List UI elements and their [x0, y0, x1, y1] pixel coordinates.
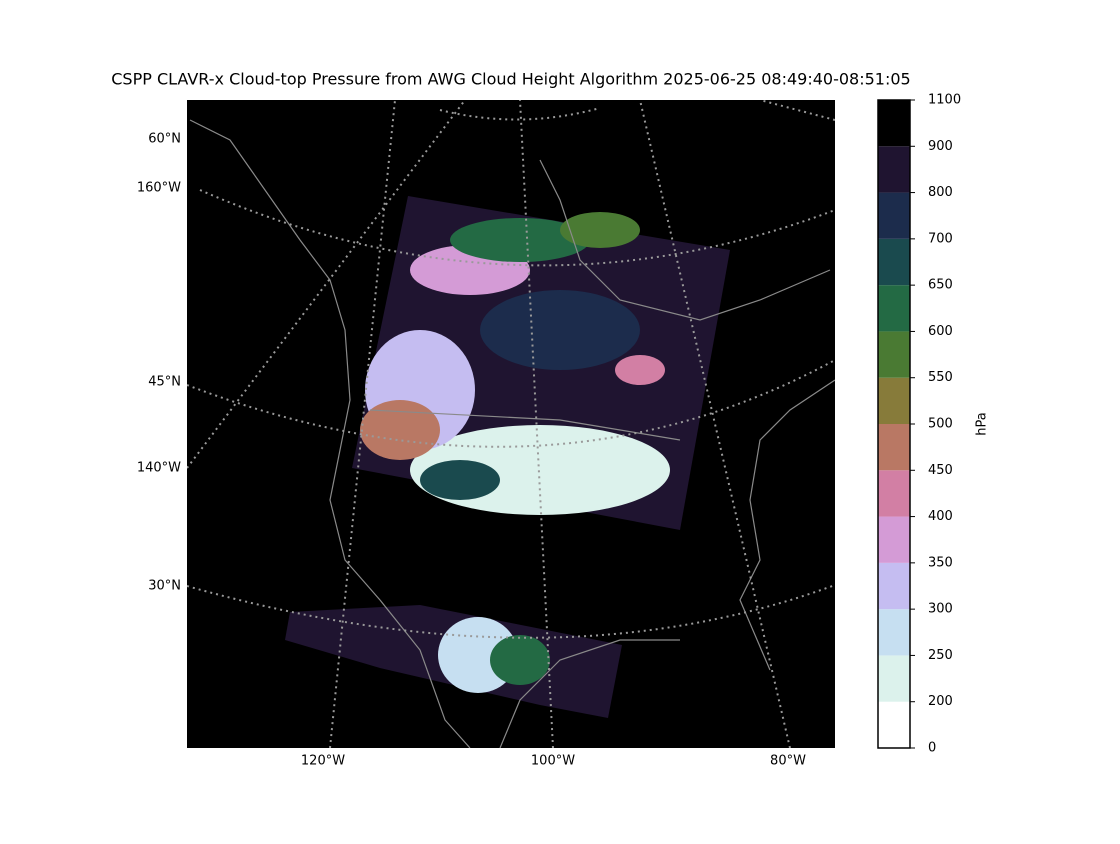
colorbar-tick-label: 500	[928, 417, 953, 432]
graticule	[759, 100, 835, 121]
lon-label: 100°W	[531, 754, 575, 769]
map-title: CSPP CLAVR-x Cloud-top Pressure from AWG…	[111, 70, 910, 89]
colorbar-segment	[878, 516, 910, 563]
lat-lon-label: 140°W	[137, 461, 181, 476]
colorbar-tick-label: 1100	[928, 93, 961, 108]
lat-lon-label: 30°N	[148, 579, 181, 594]
colorbar-tick-label: 800	[928, 185, 953, 200]
colorbar-tick-label: 700	[928, 231, 953, 246]
lat-lon-label: 60°N	[148, 132, 181, 147]
colorbar-segment	[878, 470, 910, 517]
colorbar-segment	[878, 146, 910, 193]
colorbar-tick-label: 350	[928, 555, 953, 570]
colorbar-tick-label: 0	[928, 741, 936, 756]
lon-label: 120°W	[301, 754, 345, 769]
colorbar-tick-label: 550	[928, 370, 953, 385]
colorbar-segment	[878, 377, 910, 424]
colorbar-segment	[878, 285, 910, 332]
colorbar-tick-label: 900	[928, 139, 953, 154]
colorbar-tick-label: 650	[928, 278, 953, 293]
colorbar-tick-label: 250	[928, 648, 953, 663]
lat-lon-label: 45°N	[148, 375, 181, 390]
border	[369, 409, 681, 441]
graticule	[329, 100, 396, 748]
graticule	[199, 189, 835, 267]
graticule	[187, 359, 835, 448]
graticule	[187, 584, 835, 639]
lon-label: 80°W	[770, 754, 806, 769]
lat-lon-label: 160°W	[137, 181, 181, 196]
colorbar-segment	[878, 701, 910, 748]
cloud-patch	[490, 635, 550, 685]
colorbar-label: hPa	[975, 412, 990, 435]
colorbar-segment	[878, 331, 910, 378]
colorbar-tick-label: 400	[928, 509, 953, 524]
colorbar-tick-label: 450	[928, 463, 953, 478]
colorbar-tick-label: 600	[928, 324, 953, 339]
coastline	[499, 159, 835, 748]
colorbar-tick-label: 200	[928, 694, 953, 709]
graticule	[187, 100, 466, 469]
graticule	[439, 107, 601, 121]
colorbar-segment	[878, 609, 910, 656]
map-panel	[187, 100, 835, 748]
colorbar-tick-label: 300	[928, 602, 953, 617]
colorbar-segment	[878, 100, 910, 147]
colorbar-segment	[878, 192, 910, 239]
colorbar-segment	[878, 655, 910, 702]
graticule	[519, 100, 554, 748]
cloud-patches	[360, 212, 670, 515]
coastline	[189, 119, 471, 748]
colorbar-segment	[878, 562, 910, 610]
colorbar-segment	[878, 238, 910, 286]
colorbar-segment	[878, 424, 910, 471]
